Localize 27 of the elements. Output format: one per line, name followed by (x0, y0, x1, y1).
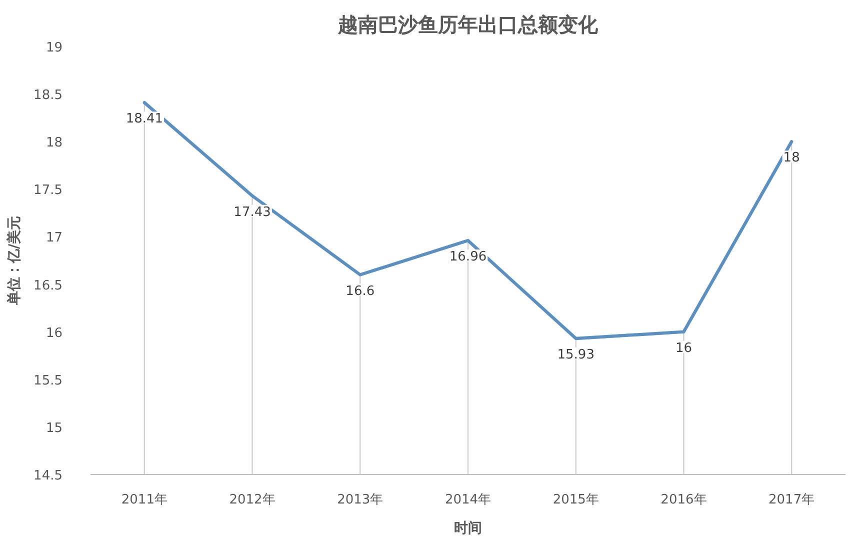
y-tick-label: 16 (46, 326, 63, 341)
y-tick-label: 14.5 (34, 468, 63, 484)
x-tick-label: 2011年 (121, 492, 168, 508)
data-label: 16 (675, 340, 692, 356)
y-tick-label: 19 (46, 40, 63, 56)
data-label: 18 (783, 150, 800, 166)
data-label: 15.93 (557, 347, 594, 362)
y-tick-label: 16.5 (34, 278, 63, 294)
y-tick-label: 17 (46, 230, 63, 246)
x-axis-title: 时间 (454, 520, 482, 536)
x-tick-label: 2016年 (660, 492, 707, 508)
y-tick-label: 17.5 (34, 183, 63, 198)
data-label: 17.43 (234, 204, 271, 220)
data-label: 18.41 (126, 112, 164, 127)
x-tick-label: 2012年 (229, 492, 276, 508)
data-label: 16.96 (449, 250, 487, 265)
x-tick-label: 2015年 (552, 492, 599, 508)
y-tick-label: 18.5 (34, 88, 63, 104)
data-label: 16.6 (346, 284, 375, 299)
x-tick-label: 2014年 (444, 492, 492, 508)
y-tick-label: 18 (46, 136, 63, 151)
y-tick-label: 15.5 (34, 373, 63, 388)
x-tick-label: 2017年 (768, 492, 815, 508)
y-axis-title: 单位：亿/美元 (6, 216, 23, 306)
y-tick-label: 15 (46, 420, 63, 436)
x-tick-label: 2013年 (337, 492, 384, 508)
chart-title: 越南巴沙鱼历年出口总额变化 (337, 12, 599, 36)
